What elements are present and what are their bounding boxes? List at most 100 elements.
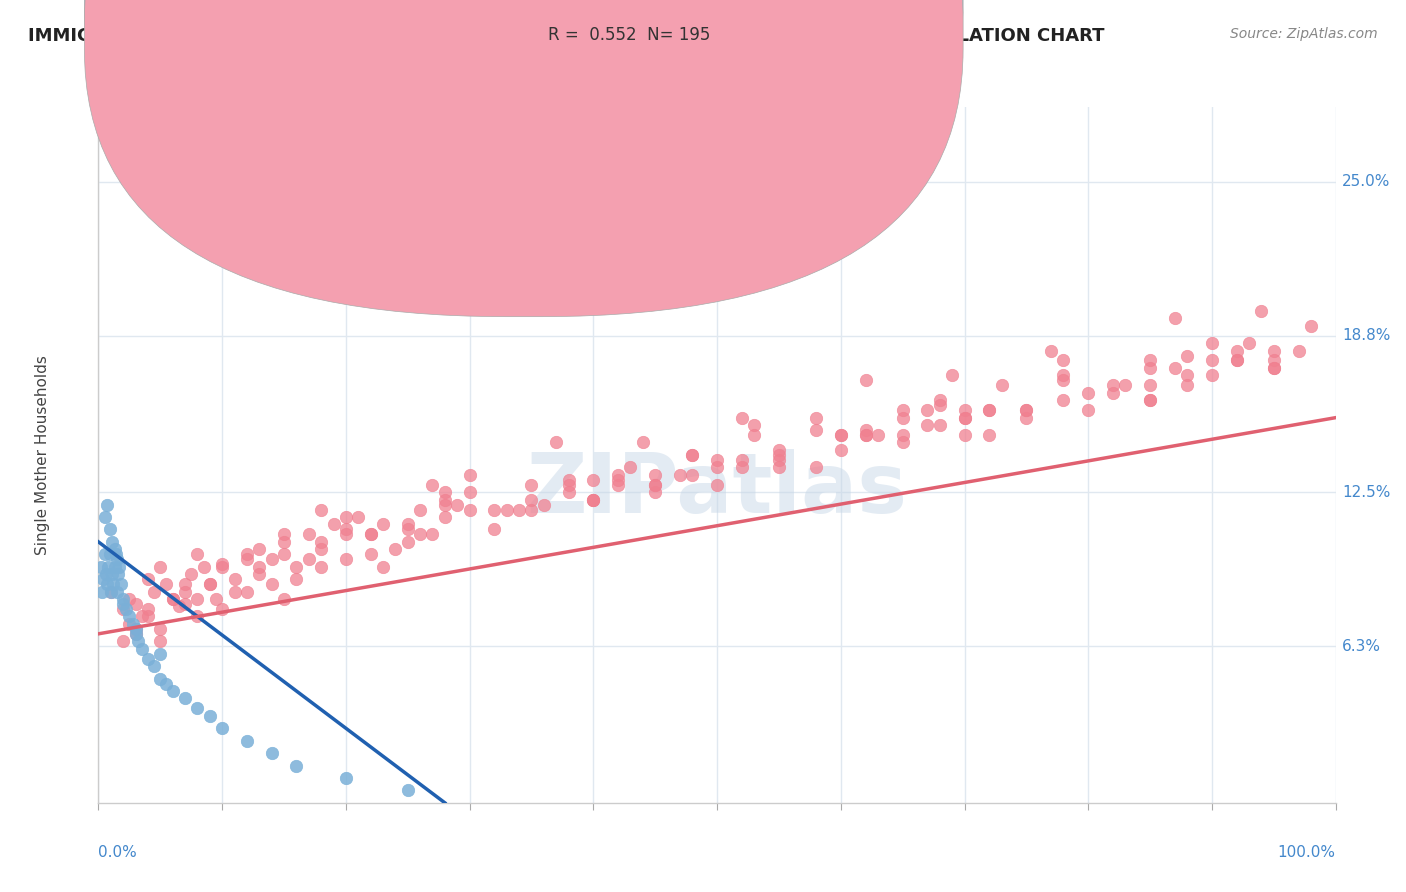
Point bbox=[484, 523, 506, 537]
Point bbox=[520, 492, 543, 507]
Text: 25.0%: 25.0% bbox=[1341, 174, 1391, 189]
Point bbox=[335, 510, 357, 524]
Point bbox=[224, 584, 246, 599]
Point bbox=[644, 485, 666, 500]
Point bbox=[205, 592, 228, 607]
Point bbox=[731, 410, 754, 425]
Point bbox=[706, 460, 728, 475]
Point bbox=[162, 684, 184, 698]
Point bbox=[508, 502, 530, 516]
Point bbox=[396, 523, 419, 537]
Point bbox=[105, 552, 128, 566]
Point bbox=[804, 460, 827, 475]
Point bbox=[322, 517, 344, 532]
Point bbox=[335, 527, 357, 541]
Point bbox=[396, 517, 419, 532]
Point bbox=[928, 398, 950, 412]
Point bbox=[582, 473, 605, 487]
Point bbox=[124, 627, 146, 641]
Point bbox=[731, 453, 754, 467]
Point bbox=[174, 584, 197, 599]
Point bbox=[100, 584, 122, 599]
Point bbox=[855, 423, 877, 437]
Point bbox=[607, 473, 630, 487]
Point bbox=[409, 527, 432, 541]
Point bbox=[143, 659, 166, 673]
Point bbox=[309, 542, 332, 557]
Point bbox=[953, 410, 976, 425]
Point bbox=[979, 428, 1001, 442]
Point bbox=[186, 701, 208, 715]
Point bbox=[198, 577, 221, 591]
Point bbox=[866, 428, 889, 442]
Point bbox=[1139, 361, 1161, 376]
Point bbox=[335, 771, 357, 785]
Text: Source: ZipAtlas.com: Source: ZipAtlas.com bbox=[1230, 27, 1378, 41]
Point bbox=[681, 467, 703, 482]
Point bbox=[149, 622, 172, 636]
Point bbox=[1201, 336, 1223, 351]
Point bbox=[118, 592, 141, 607]
Point bbox=[1015, 403, 1038, 417]
Point bbox=[211, 558, 233, 572]
Point bbox=[928, 418, 950, 433]
Point bbox=[260, 577, 283, 591]
Point bbox=[891, 435, 914, 450]
Point bbox=[917, 418, 939, 433]
Point bbox=[396, 783, 419, 797]
Point bbox=[91, 584, 114, 599]
Point bbox=[557, 485, 579, 500]
Point bbox=[136, 651, 159, 665]
Point bbox=[891, 428, 914, 442]
Point bbox=[520, 477, 543, 491]
Point bbox=[347, 510, 370, 524]
Point bbox=[669, 467, 692, 482]
Point bbox=[1226, 343, 1249, 358]
Point bbox=[114, 602, 136, 616]
Point bbox=[167, 599, 190, 614]
Point bbox=[1164, 361, 1187, 376]
Point bbox=[285, 758, 308, 772]
Point bbox=[681, 448, 703, 462]
Point bbox=[162, 592, 184, 607]
Point bbox=[124, 622, 146, 636]
Point bbox=[198, 708, 221, 723]
Point bbox=[396, 534, 419, 549]
Point bbox=[979, 403, 1001, 417]
Point bbox=[273, 527, 295, 541]
Point bbox=[458, 485, 481, 500]
Point bbox=[98, 523, 121, 537]
Point bbox=[1175, 368, 1198, 383]
Point bbox=[1139, 393, 1161, 408]
Point bbox=[1226, 353, 1249, 368]
Point bbox=[384, 542, 406, 557]
Point bbox=[273, 534, 295, 549]
Point bbox=[186, 609, 208, 624]
Point bbox=[107, 567, 129, 582]
Point bbox=[298, 552, 321, 566]
Point bbox=[224, 572, 246, 586]
Point bbox=[309, 559, 332, 574]
Text: R =  0.552  N= 195: R = 0.552 N= 195 bbox=[548, 26, 710, 44]
Point bbox=[520, 502, 543, 516]
Point bbox=[953, 410, 976, 425]
Point bbox=[458, 467, 481, 482]
Point bbox=[149, 672, 172, 686]
Point bbox=[557, 473, 579, 487]
Point bbox=[273, 547, 295, 561]
Point bbox=[93, 572, 115, 586]
Point bbox=[260, 552, 283, 566]
Point bbox=[186, 547, 208, 561]
Point bbox=[1164, 311, 1187, 326]
Point bbox=[1052, 373, 1074, 387]
Point bbox=[96, 577, 118, 591]
Point bbox=[309, 502, 332, 516]
Point bbox=[110, 577, 132, 591]
Point bbox=[136, 572, 159, 586]
Point bbox=[149, 647, 172, 661]
Point bbox=[122, 616, 145, 631]
Point bbox=[247, 567, 270, 582]
Point bbox=[742, 418, 765, 433]
Point bbox=[124, 622, 146, 636]
Point bbox=[681, 448, 703, 462]
